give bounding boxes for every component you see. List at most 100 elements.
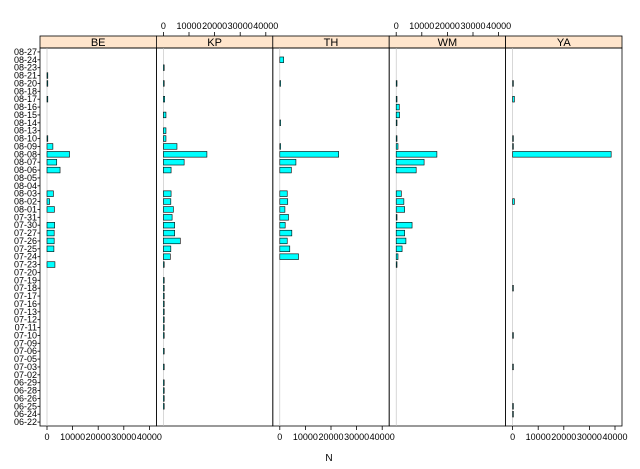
- bar: [163, 245, 172, 252]
- y-tick-label: 07-27: [14, 228, 37, 238]
- y-tick-label: 07-17: [14, 291, 37, 301]
- bar: [279, 80, 281, 87]
- bar: [279, 151, 339, 158]
- bar: [395, 229, 405, 237]
- y-tick-label: 07-19: [14, 275, 37, 285]
- bar: [46, 80, 49, 87]
- bar: [395, 198, 405, 205]
- bar: [46, 143, 54, 150]
- bar: [163, 80, 165, 87]
- bar: [163, 151, 208, 158]
- bar: [279, 222, 286, 229]
- x-tick-label: 40000: [370, 432, 395, 442]
- bar: [395, 166, 417, 174]
- bar: [46, 135, 49, 142]
- y-tick-label: 08-09: [14, 141, 37, 151]
- bar: [46, 198, 50, 205]
- x-tick-label: 20000: [551, 432, 576, 442]
- bar: [163, 190, 172, 197]
- y-tick-label: 08-10: [14, 134, 37, 144]
- bar: [163, 261, 165, 268]
- bar: [46, 166, 61, 174]
- x-tick-label: 20000: [318, 432, 343, 442]
- bar: [163, 206, 174, 213]
- x-tick-label: 0: [161, 21, 166, 31]
- bar: [163, 222, 175, 229]
- bar: [279, 190, 288, 197]
- x-tick-label: 30000: [228, 21, 253, 31]
- panel-frame: [155, 47, 274, 427]
- y-tick-label: 08-03: [14, 189, 37, 199]
- x-tick-label: 10000: [293, 432, 318, 442]
- panel-frame: [505, 47, 623, 427]
- y-tick-label: 07-03: [14, 362, 37, 372]
- y-tick-label: 06-25: [14, 401, 37, 411]
- bar: [279, 159, 297, 166]
- bar: [279, 237, 288, 245]
- bar: [163, 285, 165, 292]
- bar: [163, 111, 167, 119]
- x-tick-label: 0: [510, 432, 515, 442]
- y-tick-label: 06-24: [14, 409, 37, 419]
- bar: [163, 237, 181, 245]
- bar: [395, 253, 399, 260]
- bar: [163, 166, 172, 174]
- panel-strip-label: WM: [438, 37, 458, 49]
- y-tick-label: 08-16: [14, 102, 37, 112]
- y-tick-label: 07-09: [14, 338, 37, 348]
- bar: [512, 285, 514, 292]
- bar: [163, 277, 165, 284]
- y-tick-label: 07-11: [15, 323, 37, 333]
- bar: [395, 190, 402, 197]
- bar: [163, 96, 165, 103]
- bar: [279, 56, 284, 63]
- bar: [46, 72, 49, 79]
- bar: [279, 229, 293, 237]
- bar: [163, 395, 165, 402]
- bar: [46, 245, 55, 252]
- x-tick-label: 40000: [602, 432, 627, 442]
- bar: [395, 111, 400, 119]
- x-tick-label: 10000: [176, 21, 201, 31]
- bar: [163, 379, 165, 386]
- bar: [395, 96, 398, 103]
- y-tick-label: 07-18: [14, 283, 37, 293]
- x-tick-label: 0: [44, 432, 49, 442]
- bar: [46, 206, 55, 213]
- y-tick-label: 07-16: [14, 299, 37, 309]
- y-tick-label: 08-01: [14, 204, 37, 214]
- bar: [395, 119, 398, 126]
- x-tick-label: 20000: [86, 432, 111, 442]
- bar: [46, 151, 70, 158]
- bar: [395, 151, 438, 158]
- panel-strip-label: TH: [324, 37, 339, 49]
- x-tick-label: 40000: [137, 432, 162, 442]
- y-tick-label: 07-20: [14, 267, 37, 277]
- y-tick-label: 06-22: [14, 417, 37, 427]
- bar: [279, 206, 286, 213]
- y-tick-label: 07-10: [14, 330, 37, 340]
- x-tick-label: 40000: [253, 21, 278, 31]
- x-tick-label: 40000: [486, 21, 511, 31]
- y-tick-label: 08-18: [14, 86, 37, 96]
- x-tick-label: 0: [277, 432, 282, 442]
- bar: [163, 387, 165, 394]
- x-tick-label: 20000: [435, 21, 460, 31]
- y-tick-label: 07-30: [14, 220, 37, 230]
- panel-frame: [388, 47, 507, 427]
- y-tick-label: 07-06: [14, 346, 37, 356]
- bar: [46, 96, 49, 103]
- y-tick-label: 07-02: [14, 370, 37, 380]
- bar: [163, 324, 165, 331]
- y-tick-label: 07-24: [14, 252, 37, 262]
- bar: [46, 159, 58, 166]
- y-tick-label: 08-15: [14, 110, 37, 120]
- x-axis-title: N: [325, 453, 332, 464]
- bar: [279, 214, 289, 221]
- bar: [279, 253, 299, 260]
- bar: [163, 64, 165, 71]
- bar: [395, 80, 398, 87]
- bar: [163, 363, 165, 371]
- bar: [163, 135, 167, 142]
